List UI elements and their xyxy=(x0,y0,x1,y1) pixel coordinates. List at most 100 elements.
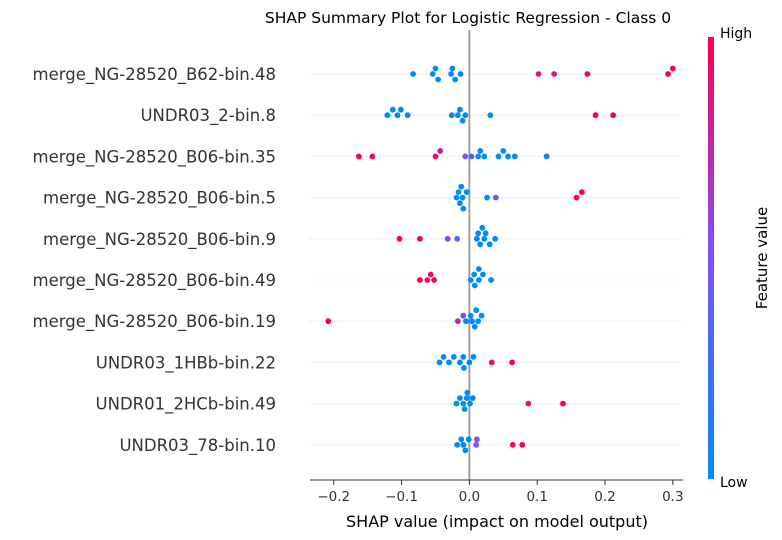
shap-point xyxy=(384,112,391,119)
shap-point xyxy=(448,112,455,119)
shap-point xyxy=(458,436,465,443)
shap-point xyxy=(487,112,494,119)
shap-point xyxy=(461,365,467,371)
shap-point xyxy=(486,241,493,248)
x-axis-label: SHAP value (impact on model output) xyxy=(346,512,648,531)
shap-point xyxy=(454,112,461,119)
shap-point xyxy=(471,323,478,330)
shap-point xyxy=(473,235,480,242)
x-tick-label: 0.2 xyxy=(594,489,615,505)
shap-point xyxy=(475,266,482,272)
shap-points xyxy=(325,65,676,454)
shap-point xyxy=(484,194,490,201)
shap-point xyxy=(509,441,516,448)
shap-point xyxy=(470,354,477,360)
shap-point xyxy=(460,354,467,360)
shap-point xyxy=(473,441,480,448)
shap-point xyxy=(440,354,447,360)
shap-point xyxy=(478,312,485,319)
shap-point xyxy=(473,436,480,443)
shap-point xyxy=(460,205,467,212)
shap-point xyxy=(444,235,451,242)
shap-point xyxy=(475,153,482,160)
shap-point xyxy=(427,271,434,278)
x-tick-label: 0.1 xyxy=(526,489,547,505)
shap-point xyxy=(456,359,463,366)
shap-point xyxy=(471,282,478,289)
shap-point xyxy=(488,359,495,366)
shap-point xyxy=(460,312,467,319)
shap-point xyxy=(325,318,332,325)
shap-point xyxy=(467,312,474,319)
shap-point xyxy=(467,400,473,407)
shap-point xyxy=(416,277,423,283)
shap-point xyxy=(450,354,457,360)
x-tick-label: −0.1 xyxy=(385,489,418,505)
colorbar-low-label: Low xyxy=(720,475,748,491)
shap-point xyxy=(462,447,469,454)
shap-point xyxy=(469,318,475,325)
shap-point xyxy=(459,194,466,201)
shap-point xyxy=(464,389,471,396)
shap-point xyxy=(466,359,473,366)
shap-point xyxy=(369,153,376,160)
shap-point xyxy=(456,395,463,401)
shap-point xyxy=(551,71,558,77)
shap-point xyxy=(519,441,526,448)
shap-point xyxy=(475,277,482,283)
shap-point xyxy=(456,200,463,207)
shap-point xyxy=(500,148,507,154)
x-axis-ticks: −0.2 −0.1 0.0 0.1 0.2 0.3 xyxy=(317,480,684,505)
shap-point xyxy=(511,153,518,160)
shap-point xyxy=(475,230,482,237)
shap-point xyxy=(458,183,465,190)
shap-point xyxy=(488,277,494,283)
shap-point xyxy=(469,395,476,401)
feature-gridlines xyxy=(310,73,683,446)
shap-point xyxy=(457,71,464,77)
shap-point xyxy=(432,65,439,72)
chart-title: SHAP Summary Plot for Logistic Regressio… xyxy=(265,9,671,27)
shap-point xyxy=(397,106,404,113)
colorbar-high-label: High xyxy=(720,26,752,42)
feature-label: UNDR01_2HCb-bin.49 xyxy=(96,395,276,415)
shap-point xyxy=(560,400,566,407)
x-tick-label: 0.3 xyxy=(662,489,683,505)
feature-label: merge_NG-28520_B06-bin.35 xyxy=(33,147,276,167)
x-tick-label: 0.0 xyxy=(459,489,480,505)
feature-labels: merge_NG-28520_B62-bin.48 UNDR03_2-bin.8m… xyxy=(33,65,276,456)
shap-point xyxy=(453,400,460,407)
shap-point xyxy=(461,406,468,412)
shap-point xyxy=(432,153,439,160)
feature-label: UNDR03_78-bin.10 xyxy=(119,436,276,456)
shap-point xyxy=(495,153,502,160)
shap-point xyxy=(431,277,438,283)
shap-point xyxy=(481,235,488,242)
shap-point xyxy=(463,318,469,325)
shap-point xyxy=(454,441,461,448)
shap-point xyxy=(525,400,532,407)
shap-point xyxy=(480,271,486,278)
shap-point xyxy=(460,441,467,448)
colorbar xyxy=(708,37,714,479)
shap-point xyxy=(573,194,580,201)
shap-point xyxy=(535,71,542,77)
shap-point xyxy=(492,194,499,201)
shap-point xyxy=(454,235,461,242)
shap-point xyxy=(592,112,599,119)
shap-point xyxy=(669,65,676,72)
shap-point xyxy=(465,436,472,443)
shap-point xyxy=(394,112,401,119)
feature-label: UNDR03_1HBb-bin.22 xyxy=(96,353,276,373)
x-tick-label: −0.2 xyxy=(317,489,350,505)
shap-point xyxy=(468,153,475,160)
feature-label: merge_NG-28520_B06-bin.5 xyxy=(43,189,276,209)
shap-point xyxy=(449,65,456,72)
feature-label: UNDR03_2-bin.8 xyxy=(140,106,276,126)
shap-point xyxy=(505,153,511,160)
shap-point xyxy=(455,189,462,196)
shap-point xyxy=(436,359,443,366)
shap-point xyxy=(355,153,362,160)
shap-point xyxy=(460,400,467,407)
